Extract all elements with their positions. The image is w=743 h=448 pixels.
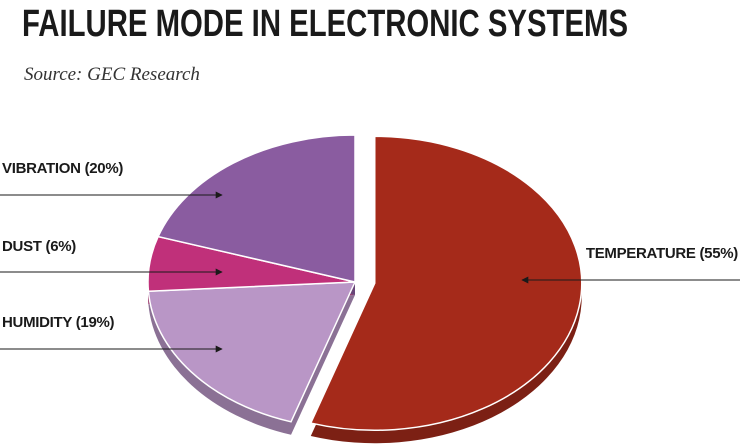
slice-label: VIBRATION (20%) [2,160,123,177]
slice-label: TEMPERATURE (55%) [586,245,738,262]
slice [157,134,356,283]
chart-title: FAILURE MODE IN ELECTRONIC SYSTEMS [22,3,628,45]
category-label: HUMIDITY [2,314,72,331]
value-label: (55%) [699,245,738,262]
slice [309,135,583,431]
chart-subtitle: Source: GEC Research [24,64,200,85]
pie-tops [147,134,583,431]
category-label: DUST [2,238,42,255]
slice-label: DUST (6%) [2,238,76,255]
labels: TEMPERATURE (55%) HUMIDITY (19%) DUST (6%)… [0,160,740,353]
slice [147,281,357,423]
category-label: VIBRATION [2,160,81,177]
slice-label: HUMIDITY (19%) [2,314,115,331]
category-label: TEMPERATURE [586,245,696,262]
value-label: (19%) [76,314,115,331]
value-label: (20%) [85,160,124,177]
value-label: (6%) [46,238,77,255]
